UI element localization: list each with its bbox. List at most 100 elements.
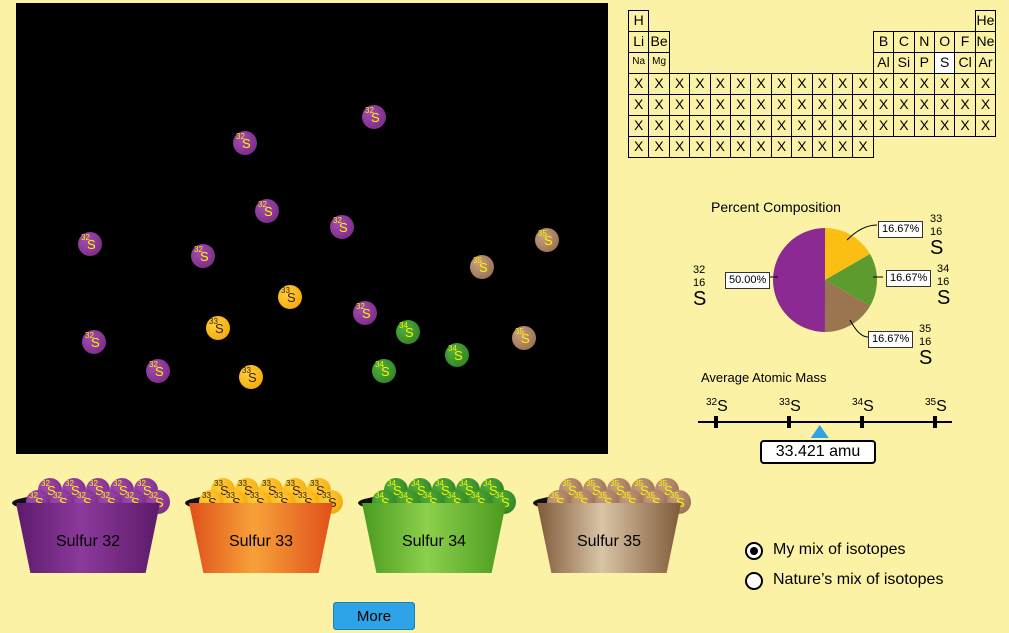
- element-cell: X: [668, 115, 691, 137]
- element-cell: X: [893, 115, 915, 137]
- atom-symbol: S: [232, 495, 241, 510]
- mass-tick-label: 34S: [852, 397, 874, 415]
- atom-symbol: S: [287, 290, 296, 305]
- average-atomic-mass-title: Average Atomic Mass: [701, 370, 827, 385]
- bucket-sulfur-32[interactable]: 32 S 32 S 32 S 32 S 32 S 32 S 32 S 32 S 32 S 32 S 32 S Sulfur …: [12, 470, 170, 590]
- bucket-body: [537, 503, 681, 573]
- sulfur-34-atom[interactable]: 34 S: [445, 343, 469, 367]
- atom-mass-number: 33: [209, 317, 218, 326]
- bucket-body: [16, 503, 160, 573]
- sulfur-35-atom[interactable]: 35 S: [512, 326, 536, 350]
- element-cell: C: [893, 31, 915, 53]
- atomic-number: 16: [937, 276, 950, 288]
- element-cell: X: [709, 73, 731, 95]
- element-cell: X: [934, 94, 956, 116]
- atom-mass-number: 33: [202, 491, 211, 500]
- atom-symbol: S: [71, 483, 80, 498]
- atom-symbol: S: [242, 136, 251, 151]
- atom-mass-number: 35: [658, 479, 667, 488]
- nature-mix-label[interactable]: Nature’s mix of isotopes: [773, 571, 944, 588]
- sulfur-33-atom[interactable]: 33 S: [239, 365, 263, 389]
- atom-symbol: S: [453, 495, 462, 510]
- atom-mass-number: 34: [495, 491, 504, 500]
- atom-symbol: S: [328, 495, 337, 510]
- sulfur-32-atom[interactable]: 32 S: [353, 301, 377, 325]
- element-cell: X: [811, 73, 833, 95]
- element-cell: X: [730, 73, 752, 95]
- atom-symbol: S: [208, 495, 217, 510]
- bucket-sulfur-33[interactable]: 33 S 33 S 33 S 33 S 33 S 33 S 33 S 33 S 33 S 33 S 33 S Sulfur …: [185, 470, 343, 590]
- element-cell: X: [832, 73, 854, 95]
- sulfur-35-atom[interactable]: 35 S: [535, 228, 559, 252]
- atom-mass-number: 33: [298, 491, 307, 500]
- atom-mass-number: 32: [365, 106, 374, 115]
- element-cell: Al: [872, 52, 895, 74]
- sulfur-32-atom[interactable]: 32 S: [255, 199, 279, 223]
- bucket-sulfur-35[interactable]: 35 S 35 S 35 S 35 S 35 S 35 S 35 S 35 S 35 S 35 S 35 S Sulfur …: [533, 470, 691, 590]
- element-cell: X: [791, 94, 813, 116]
- atom-symbol: S: [268, 483, 277, 498]
- percent-composition-pie: [770, 224, 883, 338]
- atom-mass-number: 35: [574, 491, 583, 500]
- element-cell: X: [872, 115, 895, 137]
- element-cell: X: [934, 73, 956, 95]
- atom-symbol: S: [155, 495, 164, 510]
- element-cell: X: [750, 94, 772, 116]
- atom-symbol: S: [91, 335, 100, 350]
- sulfur-32-atom[interactable]: 32 S: [330, 215, 354, 239]
- sulfur-32-atom[interactable]: 32 S: [146, 359, 170, 383]
- sulfur-32-atom[interactable]: 32 S: [191, 244, 215, 268]
- sulfur-32-atom[interactable]: 32 S: [78, 232, 102, 256]
- more-button[interactable]: More: [333, 602, 415, 630]
- tick-symbol: S: [936, 398, 947, 415]
- atom-mass-number: 33: [238, 479, 247, 488]
- element-cell: B: [872, 31, 895, 53]
- sulfur-32-atom[interactable]: 32 S: [82, 330, 106, 354]
- atom-symbol: S: [568, 483, 577, 498]
- bucket-body: [362, 503, 506, 573]
- atom-mass-number: 34: [411, 479, 420, 488]
- my-mix-label[interactable]: My mix of isotopes: [773, 541, 906, 558]
- atom-symbol: S: [35, 495, 44, 510]
- atom-mass-number: 32: [258, 200, 267, 209]
- sulfur-34-atom[interactable]: 34 S: [396, 320, 420, 344]
- atom-symbol: S: [556, 495, 565, 510]
- atom-mass-number: 35: [586, 479, 595, 488]
- atom-symbol: S: [47, 483, 56, 498]
- element-cell: Li: [628, 31, 650, 53]
- pie-slice-sulfur-32: [773, 228, 826, 332]
- atom-symbol: S: [477, 495, 486, 510]
- bucket-sulfur-34[interactable]: 34 S 34 S 34 S 34 S 34 S 34 S 34 S 34 S 34 S 34 S 34 S Sulfur …: [358, 470, 516, 590]
- element-cell: X: [974, 73, 997, 95]
- sulfur-34-atom[interactable]: 34 S: [372, 359, 396, 383]
- atom-symbol: S: [244, 483, 253, 498]
- atom-symbol: S: [215, 321, 224, 336]
- sulfur-33-atom[interactable]: 33 S: [278, 285, 302, 309]
- mass-tick-label: 33S: [779, 397, 801, 415]
- atom-mass-number: 32: [41, 479, 50, 488]
- sulfur-32-atom[interactable]: 32 S: [233, 131, 257, 155]
- atom-mass-number: 33: [214, 479, 223, 488]
- atom-mass-number: 32: [356, 302, 365, 311]
- atomic-number: 16: [919, 336, 932, 348]
- element-cell: X: [852, 73, 874, 95]
- element-cell: X: [913, 73, 935, 95]
- sulfur-33-atom[interactable]: 33 S: [206, 316, 230, 340]
- atom-mass-number: 35: [538, 229, 547, 238]
- sulfur-32-atom[interactable]: 32 S: [362, 105, 386, 129]
- sulfur-35-atom[interactable]: 35 S: [470, 255, 494, 279]
- isotope-play-area[interactable]: 32 S 32 S 32 S 32 S 32 S 32 S 32 S 32 S 32 S 33 S 33 S 33 S 34 S 3…: [16, 3, 608, 454]
- atom-symbol: S: [628, 495, 637, 510]
- my-mix-radio[interactable]: [745, 542, 763, 560]
- element-cell: X: [832, 115, 854, 137]
- atom-mass-number: 33: [322, 491, 331, 500]
- element-cell: N: [913, 31, 935, 53]
- atom-symbol: S: [59, 495, 68, 510]
- element-cell: X: [668, 94, 691, 116]
- element-cell: X: [913, 94, 935, 116]
- atom-mass-number: 32: [113, 479, 122, 488]
- element-cell: X: [689, 115, 711, 137]
- nature-mix-radio[interactable]: [745, 572, 763, 590]
- element-cell: X: [648, 94, 670, 116]
- atom-mass-number: 34: [483, 479, 492, 488]
